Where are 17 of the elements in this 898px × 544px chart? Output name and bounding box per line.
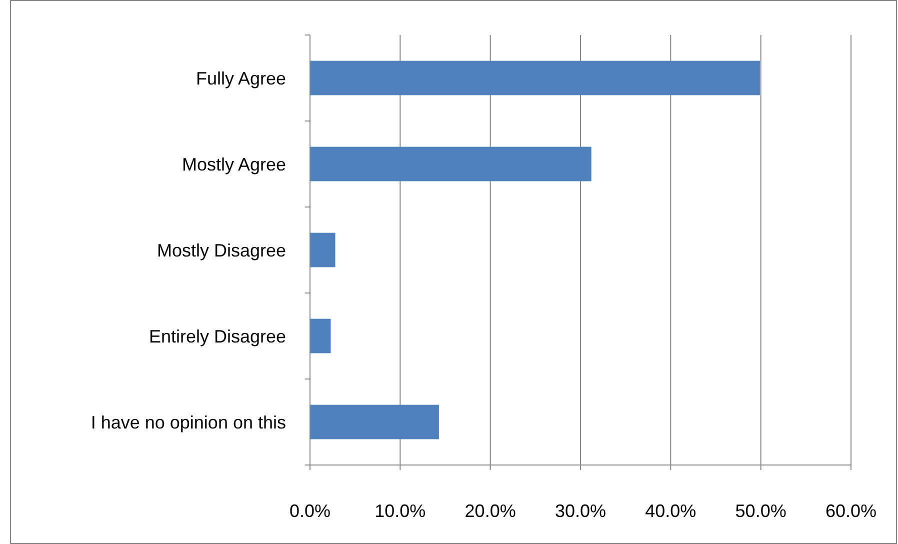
y-tick-label: Mostly Agree (182, 154, 286, 174)
x-tick-label: 20.0% (464, 501, 516, 521)
y-tick-label: Entirely Disagree (148, 326, 286, 346)
bar (310, 404, 439, 440)
bar (310, 60, 760, 96)
x-tick-label: 10.0% (374, 501, 426, 521)
x-tick-label: 50.0% (735, 501, 786, 521)
y-tick-label: I have no opinion on this (90, 412, 286, 432)
y-tick-label: Fully Agree (196, 68, 286, 88)
bar (310, 232, 336, 268)
bar (310, 318, 331, 354)
x-tick-label: 30.0% (554, 501, 606, 521)
x-tick-label: 40.0% (645, 501, 696, 521)
y-tick-label: Mostly Disagree (156, 240, 286, 260)
x-tick-label: 0.0% (289, 501, 331, 521)
bar (310, 146, 592, 182)
x-tick-label: 60.0% (825, 501, 877, 521)
